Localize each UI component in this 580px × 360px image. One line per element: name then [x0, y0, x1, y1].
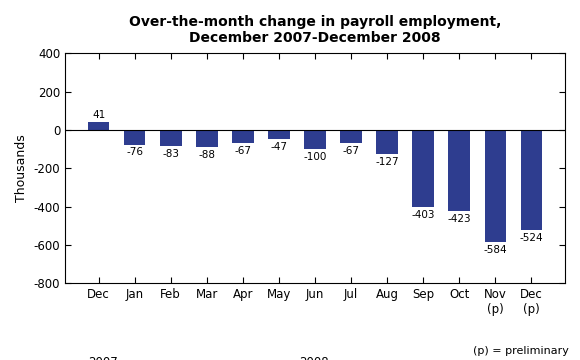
Bar: [124, 130, 146, 145]
Bar: [88, 122, 110, 130]
Text: -423: -423: [448, 214, 471, 224]
Text: (p) = preliminary: (p) = preliminary: [473, 346, 568, 356]
Bar: [484, 130, 506, 242]
Text: -524: -524: [520, 233, 543, 243]
Bar: [160, 130, 182, 146]
Text: -67: -67: [234, 146, 251, 156]
Text: -47: -47: [270, 142, 288, 152]
Bar: [232, 130, 253, 143]
Text: -76: -76: [126, 148, 143, 157]
Bar: [268, 130, 290, 139]
Text: 2008: 2008: [299, 356, 328, 360]
Text: -100: -100: [303, 152, 327, 162]
Text: -83: -83: [162, 149, 179, 159]
Title: Over-the-month change in payroll employment,
December 2007-December 2008: Over-the-month change in payroll employm…: [129, 15, 501, 45]
Text: 2007: 2007: [88, 356, 118, 360]
Text: -403: -403: [411, 210, 435, 220]
Text: -67: -67: [343, 146, 360, 156]
Bar: [304, 130, 326, 149]
Text: 41: 41: [92, 110, 105, 120]
Bar: [412, 130, 434, 207]
Bar: [340, 130, 362, 143]
Bar: [521, 130, 542, 230]
Text: -88: -88: [198, 150, 215, 160]
Bar: [448, 130, 470, 211]
Text: -584: -584: [484, 245, 507, 255]
Text: -127: -127: [375, 157, 399, 167]
Bar: [196, 130, 218, 147]
Bar: [376, 130, 398, 154]
Y-axis label: Thousands: Thousands: [15, 134, 28, 202]
